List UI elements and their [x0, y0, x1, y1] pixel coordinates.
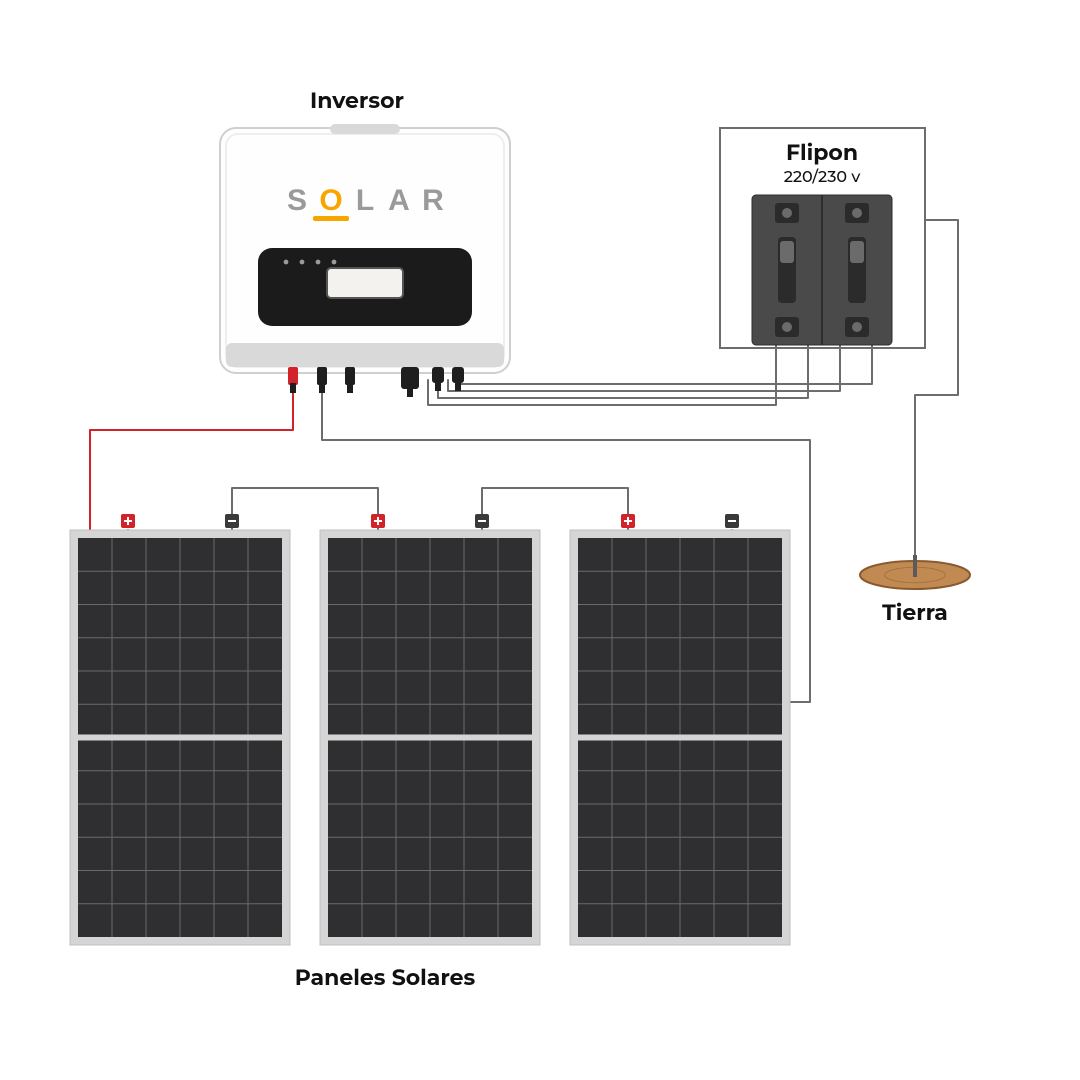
solar-panels: [70, 530, 790, 945]
panel-terminals: [121, 514, 739, 528]
inverter-brand-letter: L: [356, 184, 374, 217]
inverter-brand-letter: O: [319, 184, 342, 217]
ground-label: Tierra: [882, 599, 948, 626]
inverter-label: Inversor: [310, 87, 404, 114]
solar-wiring-diagram: SOLAR Inversor Flipon 220/230 v Paneles …: [0, 0, 1080, 1080]
terminal-positive: [621, 514, 635, 528]
terminal-negative: [225, 514, 239, 528]
terminal-negative: [725, 514, 739, 528]
terminal-positive: [371, 514, 385, 528]
inverter-brand-letter: R: [422, 184, 444, 217]
inverter: SOLAR: [220, 124, 510, 397]
solar-panel: [570, 530, 790, 945]
terminal-negative: [475, 514, 489, 528]
breaker-label: Flipon: [786, 139, 858, 166]
panels-label: Paneles Solares: [295, 964, 476, 991]
breaker-sublabel: 220/230 v: [784, 168, 861, 187]
ground-electrode: [860, 555, 970, 589]
inverter-brand-letter: A: [388, 184, 410, 217]
solar-panel: [70, 530, 290, 945]
solar-panel: [320, 530, 540, 945]
terminal-positive: [121, 514, 135, 528]
inverter-brand-letter: S: [287, 184, 307, 217]
